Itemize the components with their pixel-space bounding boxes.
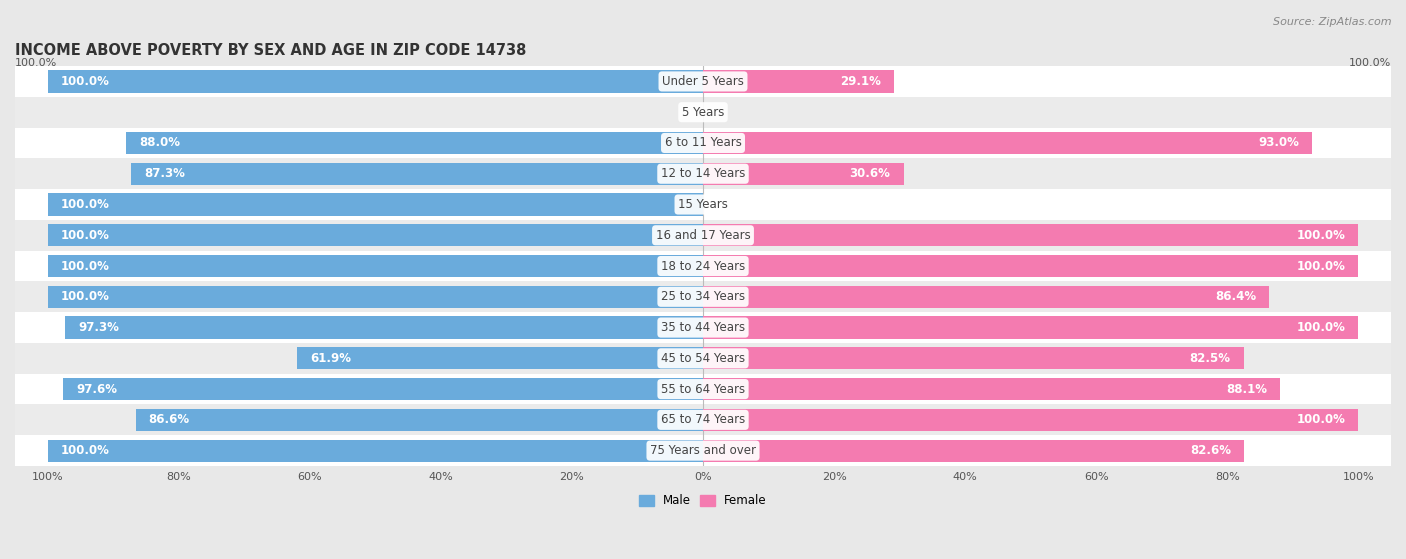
Text: 88.1%: 88.1% <box>1226 382 1267 396</box>
Text: 100.0%: 100.0% <box>1296 321 1346 334</box>
Text: 100.0%: 100.0% <box>60 198 110 211</box>
Bar <box>703 316 1358 339</box>
Bar <box>703 224 1358 247</box>
Text: 35 to 44 Years: 35 to 44 Years <box>661 321 745 334</box>
Text: 100.0%: 100.0% <box>15 58 58 68</box>
Bar <box>15 343 1391 374</box>
Text: 100.0%: 100.0% <box>60 259 110 273</box>
Bar <box>15 127 1391 158</box>
Text: INCOME ABOVE POVERTY BY SEX AND AGE IN ZIP CODE 14738: INCOME ABOVE POVERTY BY SEX AND AGE IN Z… <box>15 43 526 58</box>
Text: 61.9%: 61.9% <box>311 352 352 365</box>
Bar <box>15 66 1391 97</box>
Text: Under 5 Years: Under 5 Years <box>662 75 744 88</box>
Bar <box>15 312 1391 343</box>
Text: 16 and 17 Years: 16 and 17 Years <box>655 229 751 241</box>
Text: 97.6%: 97.6% <box>76 382 118 396</box>
Bar <box>703 70 894 93</box>
Text: 30.6%: 30.6% <box>849 167 890 180</box>
Bar <box>15 281 1391 312</box>
Bar <box>703 439 1244 462</box>
Bar <box>703 286 1270 308</box>
Bar <box>15 405 1391 435</box>
Text: 82.5%: 82.5% <box>1189 352 1230 365</box>
Text: 97.3%: 97.3% <box>79 321 120 334</box>
Text: Source: ZipAtlas.com: Source: ZipAtlas.com <box>1274 17 1392 27</box>
Bar <box>48 224 703 247</box>
Bar <box>15 435 1391 466</box>
Text: 100.0%: 100.0% <box>60 290 110 304</box>
Text: 6 to 11 Years: 6 to 11 Years <box>665 136 741 149</box>
Bar <box>15 374 1391 405</box>
Text: 100.0%: 100.0% <box>60 229 110 241</box>
Text: 88.0%: 88.0% <box>139 136 180 149</box>
Bar <box>131 163 703 185</box>
Text: 87.3%: 87.3% <box>143 167 186 180</box>
Bar <box>15 97 1391 127</box>
Legend: Male, Female: Male, Female <box>634 490 772 512</box>
Text: 100.0%: 100.0% <box>1296 229 1346 241</box>
Text: 100.0%: 100.0% <box>1348 58 1391 68</box>
Text: 100.0%: 100.0% <box>1296 259 1346 273</box>
Text: 82.6%: 82.6% <box>1189 444 1232 457</box>
Text: 100.0%: 100.0% <box>60 75 110 88</box>
Bar <box>135 409 703 431</box>
Text: 18 to 24 Years: 18 to 24 Years <box>661 259 745 273</box>
Bar <box>48 193 703 216</box>
Text: 12 to 14 Years: 12 to 14 Years <box>661 167 745 180</box>
Text: 45 to 54 Years: 45 to 54 Years <box>661 352 745 365</box>
Bar <box>48 286 703 308</box>
Bar <box>63 378 703 400</box>
Bar <box>15 250 1391 281</box>
Bar <box>66 316 703 339</box>
Text: 100.0%: 100.0% <box>1296 413 1346 427</box>
Bar <box>703 378 1281 400</box>
Bar <box>703 132 1312 154</box>
Bar <box>15 158 1391 189</box>
Text: 86.4%: 86.4% <box>1215 290 1256 304</box>
Bar <box>48 439 703 462</box>
Text: 86.6%: 86.6% <box>149 413 190 427</box>
Bar <box>15 220 1391 250</box>
Text: 65 to 74 Years: 65 to 74 Years <box>661 413 745 427</box>
Bar <box>703 163 904 185</box>
Bar <box>703 255 1358 277</box>
Bar <box>703 409 1358 431</box>
Bar <box>703 347 1243 369</box>
Bar <box>127 132 703 154</box>
Text: 29.1%: 29.1% <box>839 75 880 88</box>
Text: 25 to 34 Years: 25 to 34 Years <box>661 290 745 304</box>
Text: 93.0%: 93.0% <box>1258 136 1299 149</box>
Bar <box>48 255 703 277</box>
Text: 75 Years and over: 75 Years and over <box>650 444 756 457</box>
Text: 5 Years: 5 Years <box>682 106 724 119</box>
Bar <box>298 347 703 369</box>
Bar <box>48 70 703 93</box>
Text: 55 to 64 Years: 55 to 64 Years <box>661 382 745 396</box>
Bar <box>15 189 1391 220</box>
Text: 15 Years: 15 Years <box>678 198 728 211</box>
Text: 100.0%: 100.0% <box>60 444 110 457</box>
